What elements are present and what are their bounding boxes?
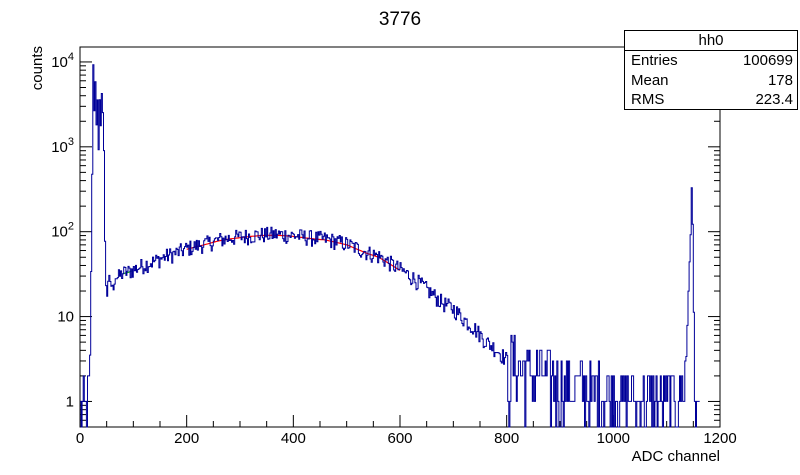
x-tick-label: 0: [76, 430, 84, 447]
y-tick-label: 102: [51, 221, 74, 241]
stats-label: RMS: [631, 91, 665, 108]
stats-row-rms: RMS 223.4: [625, 90, 797, 110]
chart-title: 3776: [379, 9, 421, 30]
x-tick-label: 1200: [703, 430, 736, 447]
stats-row-entries: Entries 100699: [625, 51, 797, 71]
x-tick-label: 400: [281, 430, 306, 447]
stats-value: 100699: [742, 52, 793, 69]
x-tick-label: 600: [387, 430, 412, 447]
y-tick-label: 103: [51, 136, 74, 156]
x-tick-label: 1000: [597, 430, 630, 447]
y-tick-label: 104: [51, 51, 74, 71]
stats-box: hh0 Entries 100699 Mean 178 RMS 223.4: [624, 30, 798, 110]
stats-value: 178: [767, 71, 793, 89]
y-tick-label: 10: [57, 309, 74, 326]
stats-label: Mean: [631, 71, 669, 89]
x-axis-label: ADC channel: [632, 448, 720, 465]
series-line-0: [80, 64, 700, 428]
stats-label: Entries: [631, 52, 678, 69]
stats-title: hh0: [625, 31, 797, 51]
stats-value: 223.4: [755, 91, 793, 108]
x-tick-label: 200: [174, 430, 199, 447]
stats-row-mean: Mean 178: [625, 71, 797, 91]
y-tick-label: 1: [66, 393, 74, 410]
y-axis-label: counts: [29, 46, 46, 90]
x-tick-label: 800: [494, 430, 519, 447]
